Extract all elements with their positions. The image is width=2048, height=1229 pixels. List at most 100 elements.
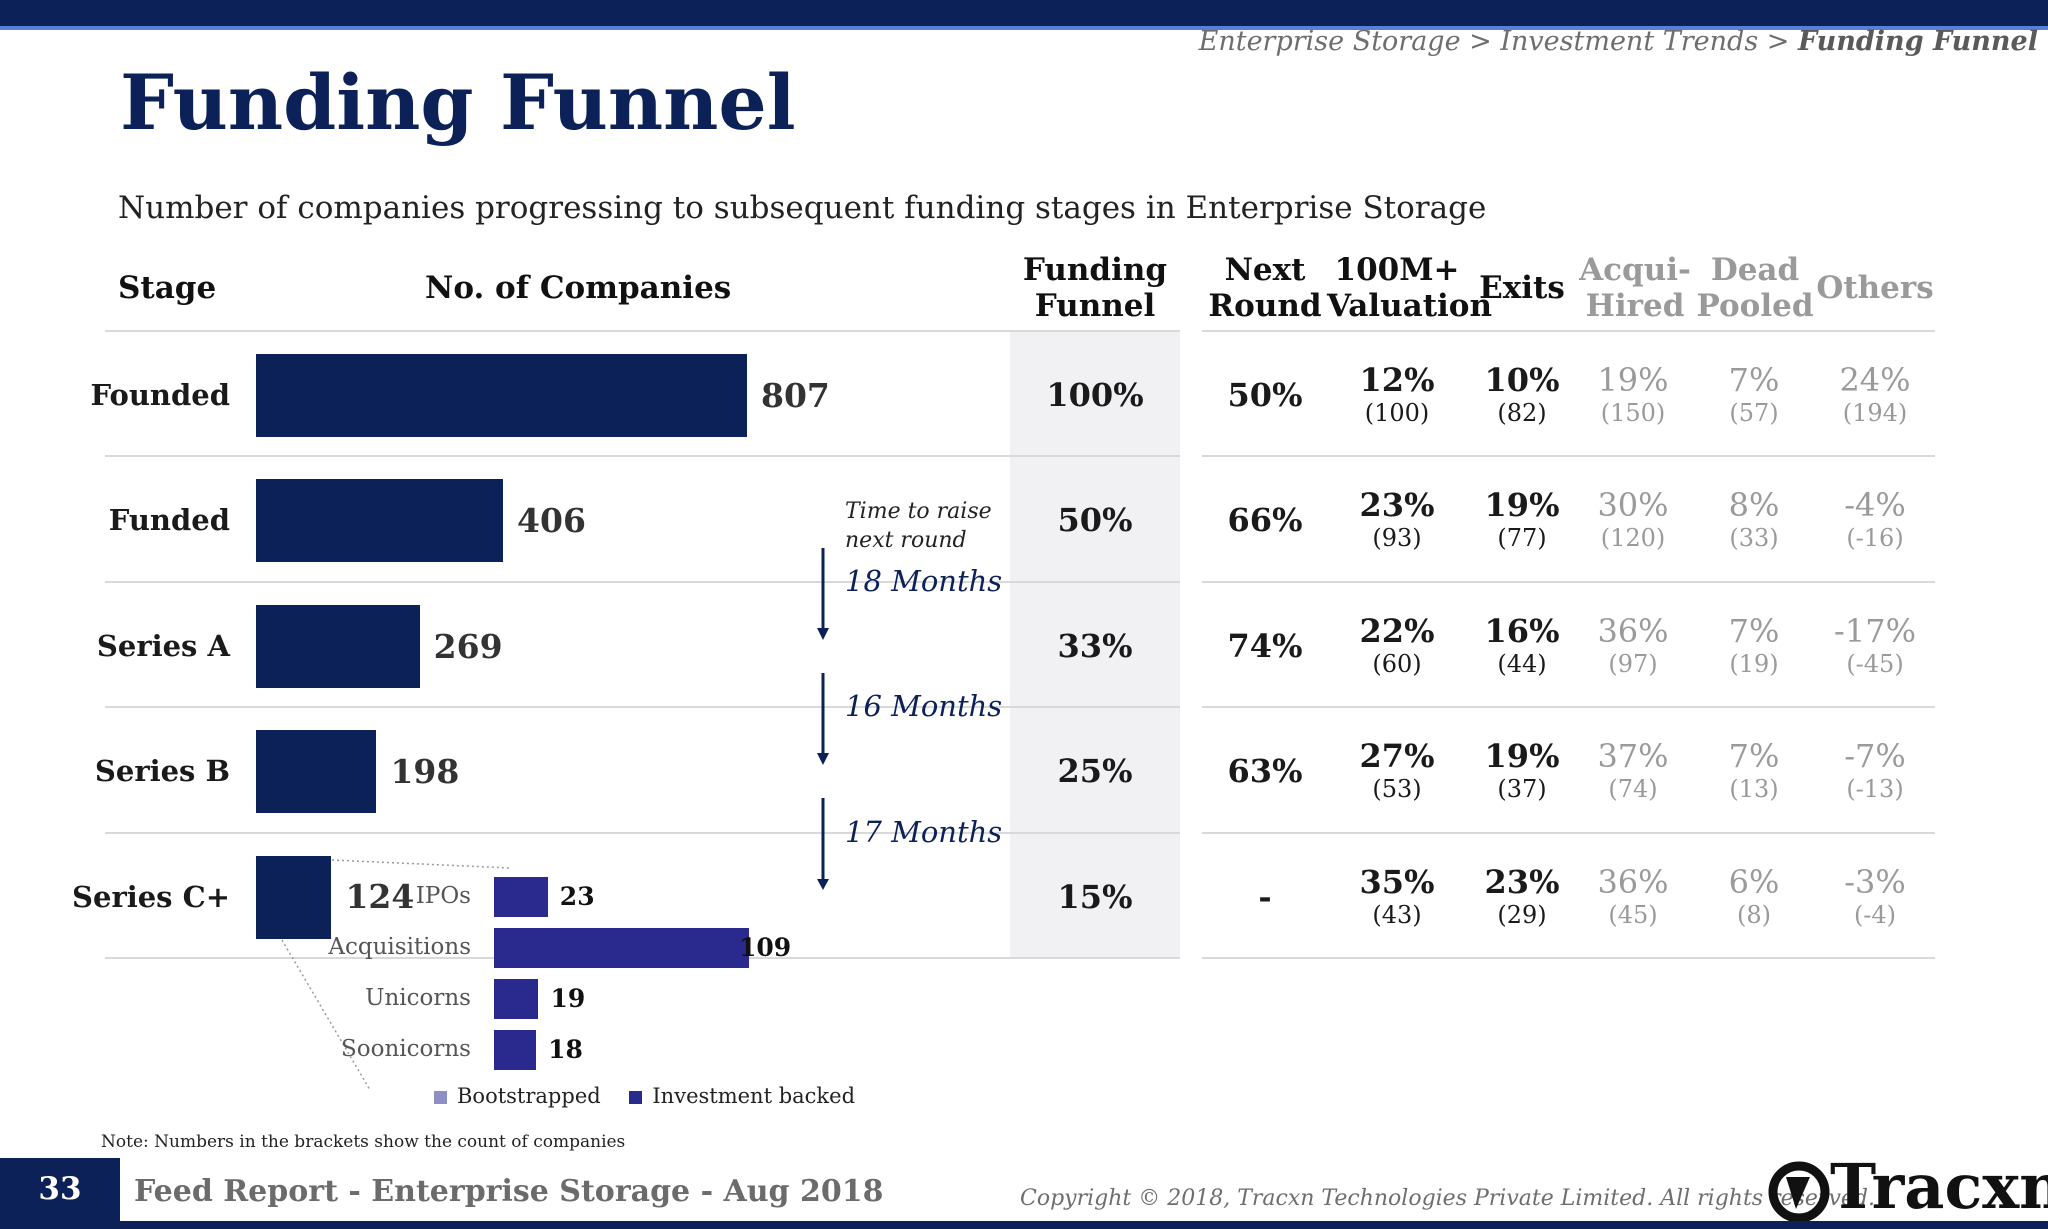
bar-series-c — [256, 856, 332, 939]
page-subtitle: Number of companies progressing to subse… — [118, 190, 1487, 226]
copyright: Copyright © 2018, Tracxn Technologies Pr… — [1020, 1186, 1875, 1211]
others-cell: 24% (194) — [1839, 361, 1911, 427]
others-cell: -7% (-13) — [1844, 737, 1906, 803]
header-stage: Stage — [118, 270, 217, 306]
stage-label: Series C+ — [72, 880, 230, 914]
top-banner — [0, 0, 2048, 30]
acquihired-cell: 30% (120) — [1597, 486, 1669, 552]
breakdown-value-label: 109 — [739, 933, 792, 962]
funnel-pct: 50% — [1057, 501, 1133, 539]
acquihired-cell: 37% (74) — [1597, 737, 1669, 803]
legend-swatch — [629, 1091, 643, 1104]
interval-label: 17 Months — [845, 815, 1003, 849]
bar-series-b — [256, 730, 377, 813]
breakdown-bar-acquisitions — [494, 928, 749, 968]
valuation-cell: 12% (100) — [1359, 361, 1435, 427]
next-round-pct: - — [1258, 878, 1272, 916]
tracxn-logo-icon — [1768, 1161, 1830, 1223]
breadcrumb-current: Funding Funnel — [1797, 26, 2038, 57]
row-divider — [1202, 957, 1935, 959]
exits-cell: 23% (29) — [1484, 863, 1560, 929]
dead-pooled-cell: 6% (8) — [1728, 863, 1780, 929]
legend-item-investment: Investment backed — [629, 1084, 855, 1108]
interval-label: 18 Months — [845, 564, 1003, 598]
acquihired-cell: 19% (150) — [1597, 361, 1669, 427]
breakdown-bar-unicorns — [494, 979, 539, 1019]
bar-funded — [256, 479, 504, 562]
report-name: Feed Report - Enterprise Storage - Aug 2… — [134, 1174, 884, 1209]
breakdown-label-ipos: IPOs — [415, 883, 471, 909]
header-dead-pooled: Dead Pooled — [1696, 252, 1814, 324]
valuation-cell: 22% (60) — [1359, 612, 1435, 678]
footnote: Note: Numbers in the brackets show the c… — [101, 1132, 626, 1152]
row-divider — [1202, 330, 1935, 332]
breakdown-bar-ipos — [494, 877, 548, 917]
row-divider — [105, 455, 1180, 457]
page-title: Funding Funnel — [120, 58, 796, 147]
exits-cell: 19% (37) — [1484, 737, 1560, 803]
header-companies: No. of Companies — [425, 270, 732, 306]
others-cell: -4% (-16) — [1844, 486, 1906, 552]
stage-label: Series A — [96, 629, 230, 663]
funnel-column-background — [1010, 332, 1180, 958]
next-round-pct: 50% — [1227, 376, 1303, 414]
row-divider — [1202, 455, 1935, 457]
row-divider — [105, 330, 1180, 332]
next-round-pct: 66% — [1227, 501, 1303, 539]
interval-label: 16 Months — [845, 689, 1003, 723]
dead-pooled-cell: 7% (19) — [1728, 612, 1780, 678]
bar-value-label: 269 — [433, 627, 503, 666]
breakdown-label-unicorns: Unicorns — [365, 985, 471, 1011]
header-funnel: Funding Funnel — [1022, 252, 1168, 324]
header-acquihired: Acqui- Hired — [1579, 252, 1691, 324]
breakdown-connector-lines — [281, 859, 511, 1091]
legend: Bootstrapped Investment backed — [434, 1084, 855, 1108]
funnel-pct: 100% — [1046, 376, 1144, 414]
next-round-pct: 74% — [1227, 627, 1303, 665]
funnel-pct: 15% — [1057, 878, 1133, 916]
bar-value-label: 406 — [517, 501, 586, 540]
exits-cell: 16% (44) — [1484, 612, 1560, 678]
row-divider — [105, 832, 1180, 834]
header-others: Others — [1816, 270, 1934, 306]
exits-cell: 10% (82) — [1484, 361, 1560, 427]
time-to-raise-label: Time to raise next round — [845, 499, 992, 553]
legend-item-bootstrapped: Bootstrapped — [434, 1084, 601, 1108]
row-divider — [105, 581, 1180, 583]
bar-value-label: 198 — [390, 752, 460, 791]
bottom-banner — [0, 1221, 2048, 1229]
acquihired-cell: 36% (97) — [1597, 612, 1669, 678]
breakdown-label-acquisitions: Acquisitions — [328, 934, 471, 960]
tracxn-logo: Tracxn — [1830, 1150, 2048, 1223]
row-divider — [105, 706, 1180, 708]
others-cell: -3% (-4) — [1844, 863, 1906, 929]
others-cell: -17% (-45) — [1834, 612, 1916, 678]
breakdown-value-label: 18 — [548, 1035, 583, 1064]
time-arrows — [817, 548, 829, 890]
stage-label: Founded — [90, 378, 230, 412]
exits-cell: 19% (77) — [1484, 486, 1560, 552]
breakdown-value-label: 23 — [559, 882, 595, 911]
row-divider — [1202, 706, 1935, 708]
breadcrumb: Enterprise Storage > Investment Trends >… — [1198, 26, 2038, 57]
breakdown-label-soonicorns: Soonicorns — [341, 1036, 471, 1062]
bar-value-label: 124 — [345, 877, 415, 916]
header-next-round: Next Round — [1208, 252, 1322, 324]
bar-series-a — [256, 605, 420, 688]
legend-swatch — [434, 1091, 447, 1104]
header-valuation: 100M+ Valuation — [1327, 252, 1493, 324]
page-number: 33 — [0, 1158, 120, 1221]
funnel-pct: 25% — [1057, 752, 1133, 790]
bar-founded — [256, 354, 747, 437]
valuation-cell: 23% (93) — [1359, 486, 1435, 552]
row-divider — [1202, 832, 1935, 834]
header-exits: Exits — [1479, 270, 1565, 306]
stage-label: Series B — [94, 754, 230, 788]
stage-label: Funded — [108, 503, 230, 537]
breakdown-value-label: 19 — [550, 984, 586, 1013]
bar-value-label: 807 — [761, 376, 830, 415]
breakdown-bar-soonicorns — [494, 1030, 537, 1070]
valuation-cell: 27% (53) — [1359, 737, 1435, 803]
acquihired-cell: 36% (45) — [1597, 863, 1669, 929]
dead-pooled-cell: 8% (33) — [1728, 486, 1780, 552]
